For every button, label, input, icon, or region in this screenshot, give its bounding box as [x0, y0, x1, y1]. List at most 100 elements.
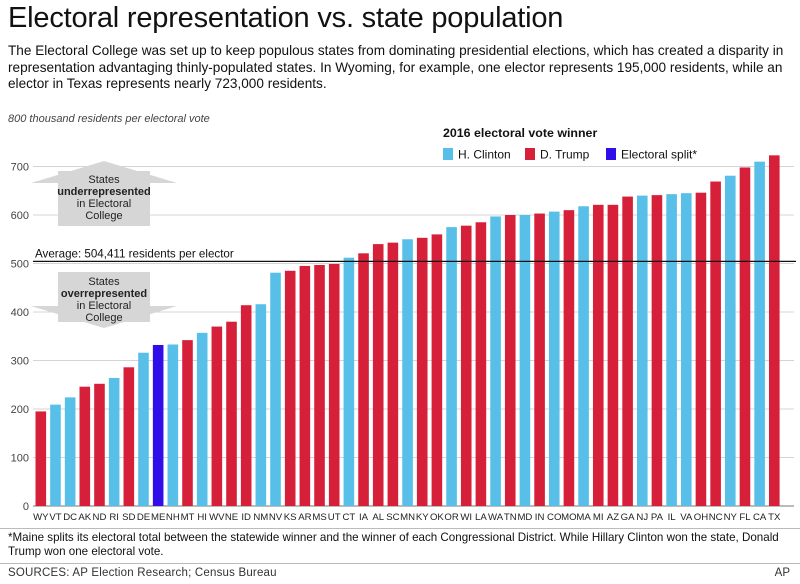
x-tick-label: WV — [209, 512, 225, 523]
x-tick-label: IL — [668, 512, 677, 523]
x-tick-label: WA — [488, 512, 504, 523]
bar-ri — [108, 377, 120, 506]
x-tick-label: MD — [517, 512, 532, 523]
y-tick-label: 400 — [11, 307, 29, 319]
bar-fl — [739, 167, 751, 506]
x-tick-labels: WY VT DC AK ND RI SD DE ME NH MT HI WV NE ID NM NV KS AR MS… — [33, 512, 781, 523]
footer-divider — [0, 528, 800, 529]
x-tick-label: MS — [312, 512, 326, 523]
bar-md — [519, 215, 531, 506]
x-tick-label: AK — [78, 512, 91, 523]
legend-swatch — [525, 148, 535, 160]
x-tick-label: OH — [694, 512, 708, 523]
x-tick-label: FL — [739, 512, 751, 523]
x-tick-label: RI — [109, 512, 119, 523]
x-tick-label: UT — [328, 512, 341, 523]
down-arrow-head — [31, 306, 177, 328]
bar-ms — [314, 264, 325, 506]
bar-ct — [343, 257, 355, 506]
y-tick-label: 500 — [11, 259, 29, 271]
underrepresented-annotation-line: College — [85, 210, 122, 222]
x-tick-label: AR — [298, 512, 311, 523]
x-tick-label: ME — [151, 512, 165, 523]
x-tick-label: OR — [444, 512, 458, 523]
bar-de — [138, 352, 149, 506]
bar-tx — [769, 155, 780, 506]
underrepresented-annotation-line: States — [88, 174, 120, 186]
bar-wi — [460, 225, 472, 507]
bar-mt — [182, 340, 193, 506]
intro-text: The Electoral College was set up to keep… — [8, 43, 784, 92]
bar-nm — [255, 304, 267, 506]
bar-vt — [50, 404, 61, 506]
bar-dc — [64, 397, 76, 506]
sources-divider — [0, 563, 800, 564]
bar-pa — [651, 195, 663, 507]
bar-mo — [563, 210, 575, 506]
bar-oh — [695, 192, 707, 506]
x-tick-label: NY — [724, 512, 738, 523]
y-tick-label: 700 — [11, 162, 29, 174]
x-tick-label: DC — [63, 512, 77, 523]
x-tick-label: AL — [372, 512, 384, 523]
bar-ny — [724, 175, 736, 506]
x-tick-label: PA — [651, 512, 664, 523]
footnote: *Maine splits its electoral total betwee… — [8, 531, 779, 558]
bar-ut — [328, 263, 340, 506]
bars — [35, 155, 780, 507]
x-tick-label: VA — [680, 512, 693, 523]
bar-ma — [578, 206, 589, 506]
bar-ga — [622, 196, 633, 506]
average-line-group: Average: 504,411 residents per elector — [33, 247, 796, 262]
x-tick-label: CA — [753, 512, 767, 523]
x-tick-label: NV — [269, 512, 283, 523]
x-tick-label: DE — [137, 512, 150, 523]
x-tick-label: LA — [475, 512, 487, 523]
up-arrow-body — [58, 171, 150, 226]
x-tick-label: TX — [768, 512, 781, 523]
x-tick-label: IN — [535, 512, 545, 523]
x-tick-label: NE — [225, 512, 238, 523]
bar-ky — [416, 237, 428, 507]
x-tick-label: NH — [166, 512, 180, 523]
x-tick-label: SD — [122, 512, 135, 523]
x-tick-label: CO — [547, 512, 561, 523]
x-tick-label: CT — [342, 512, 355, 523]
y-tick-labels: 0 100 200 300 400 500 600 700 — [11, 162, 29, 514]
sources: SOURCES: AP Election Research; Census Bu… — [8, 567, 277, 579]
y-tick-label: 300 — [11, 356, 29, 368]
bar-or — [446, 227, 457, 506]
bar-va — [680, 193, 692, 507]
x-tick-label: HI — [197, 512, 207, 523]
x-tick-label: MT — [181, 512, 195, 523]
legend-title: 2016 electoral vote winner — [443, 126, 597, 140]
bar-sc — [387, 242, 399, 506]
x-tick-label: VT — [49, 512, 61, 523]
bar-sd — [123, 367, 135, 506]
bar-ks — [284, 270, 296, 506]
bar-co — [548, 211, 560, 507]
overrepresented-annotation-line: overrepresented — [61, 288, 147, 300]
y-tick-label: 100 — [11, 453, 29, 465]
bar-ok — [431, 234, 443, 506]
bar-ar — [299, 265, 311, 506]
x-tick-label: TN — [504, 512, 517, 523]
legend-label: H. Clinton — [458, 148, 511, 162]
y-axis-label: 800 thousand residents per electoral vot… — [8, 113, 210, 125]
x-tick-label: MN — [400, 512, 415, 523]
bar-mi — [592, 204, 604, 506]
underrepresented-annotation-line: in Electoral — [77, 198, 131, 210]
x-tick-label: KY — [416, 512, 429, 523]
bar-id — [240, 305, 252, 506]
credit: AP — [774, 567, 790, 579]
x-tick-label: MO — [561, 512, 576, 523]
bar-ia — [358, 253, 369, 506]
bar-me — [152, 344, 164, 506]
x-tick-label: MI — [593, 512, 604, 523]
x-tick-label: ND — [93, 512, 107, 523]
bar-wy — [35, 411, 47, 506]
legend-swatch — [443, 148, 453, 160]
bar-al — [372, 244, 384, 506]
x-tick-label: NJ — [636, 512, 648, 523]
bar-wa — [490, 216, 501, 506]
